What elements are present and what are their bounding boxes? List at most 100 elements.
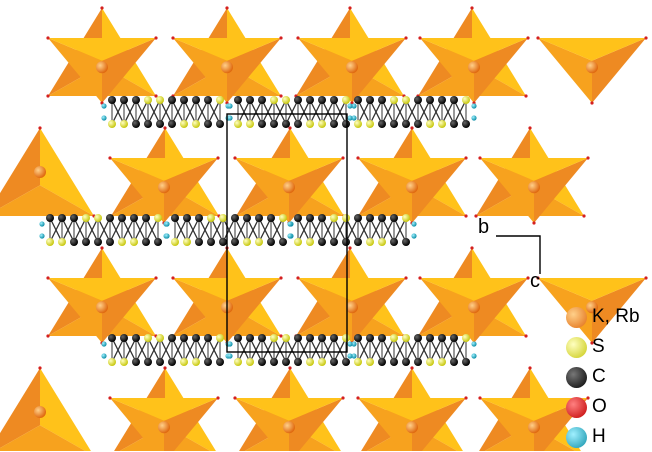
c-atom [390,238,398,246]
k-rb-atom [468,61,480,74]
k-rb-atom [346,301,358,314]
bond [309,217,323,243]
c-atom [142,214,150,222]
bond [207,99,221,125]
bond [246,217,260,243]
oxygen-atom [154,94,158,98]
k-rb-atom [158,421,170,434]
oxygen-atom [478,396,482,400]
bond [321,99,335,125]
s-atom [390,96,398,104]
s-atom [378,238,386,246]
c-atom [192,334,200,342]
s-atom [366,120,374,128]
bond [123,337,137,363]
s-atom [294,238,302,246]
bond [171,337,185,363]
k-rb-atom [283,421,295,434]
oxygen-atom [233,156,237,160]
bond [135,99,149,125]
k-rb-atom [158,181,170,194]
k-rb-atom [528,181,540,194]
polyhedron-face [534,158,588,223]
s-atom [330,214,338,222]
c-atom [120,96,128,104]
bond [237,337,251,363]
c-atom [156,358,164,366]
oxygen-atom [108,396,112,400]
bond [85,217,99,243]
polyhedron-face [0,128,40,209]
c-atom [142,238,150,246]
h-atom [411,233,417,239]
c-atom [378,96,386,104]
c-atom [58,214,66,222]
c-atom [414,96,422,104]
organic-chains [39,96,477,366]
polyhedron-face [538,38,646,61]
c-atom [246,334,254,342]
c-atom [183,214,191,222]
polyhedron-face [358,398,466,421]
c-atom [282,358,290,366]
bond [429,99,443,125]
c-atom [330,238,338,246]
bond [405,337,419,363]
polyhedron-face [48,278,156,301]
oxygen-atom [644,36,648,40]
c-atom [204,96,212,104]
s-atom [462,334,470,342]
bond [297,99,311,125]
c-atom [108,96,116,104]
c-atom [234,96,242,104]
oxygen-atom [464,396,468,400]
c-atom [438,334,446,342]
oxygen-atom [46,36,50,40]
oxygen-atom [470,6,474,10]
c-atom [354,334,362,342]
c-atom [267,238,275,246]
polyhedron-face [110,158,164,223]
s-atom [426,120,434,128]
s-atom [270,334,278,342]
bond [441,99,455,125]
c-atom [180,334,188,342]
s-atom [156,334,164,342]
c-atom [70,214,78,222]
bond [198,217,212,243]
s-atom [216,96,224,104]
polyhedron-face [48,38,156,61]
bond [381,99,395,125]
oxygen-atom [154,36,158,40]
c-atom [282,120,290,128]
polyhedron-face [420,278,474,343]
bond [297,217,311,243]
s-atom [366,238,374,246]
s-atom [234,120,242,128]
axis-label-c: c [530,270,540,292]
bond [417,337,431,363]
s-atom [438,358,446,366]
c-atom [258,96,266,104]
c-atom [144,358,152,366]
c-atom [154,238,162,246]
c-atom [168,120,176,128]
polyhedron-face [110,398,218,421]
black-sphere-icon [566,366,587,388]
polyhedron-face [40,368,91,451]
oxygen-atom [526,36,530,40]
c-atom [204,120,212,128]
bond [441,337,455,363]
polyhedron-face [110,158,218,181]
c-atom [195,214,203,222]
k-rb-atom [406,181,418,194]
bond [97,217,111,243]
s-atom [180,120,188,128]
c-atom [231,238,239,246]
bond [453,99,467,125]
c-atom [426,334,434,342]
c-atom [390,120,398,128]
s-atom [270,96,278,104]
oxygen-atom [288,126,292,130]
